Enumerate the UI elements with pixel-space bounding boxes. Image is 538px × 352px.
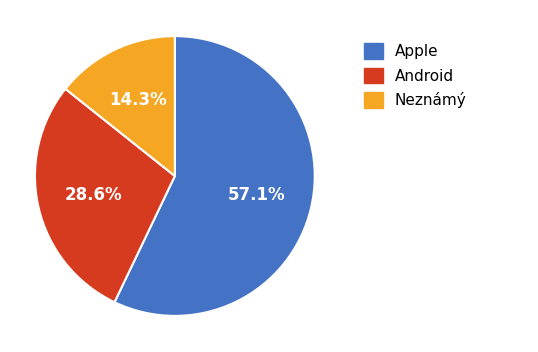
Legend: Apple, Android, Neznámý: Apple, Android, Neznámý [357, 36, 474, 116]
Text: 57.1%: 57.1% [228, 186, 286, 203]
Wedge shape [115, 36, 315, 316]
Text: 14.3%: 14.3% [110, 92, 167, 109]
Wedge shape [35, 89, 175, 302]
Text: 28.6%: 28.6% [64, 186, 122, 204]
Wedge shape [66, 36, 175, 176]
